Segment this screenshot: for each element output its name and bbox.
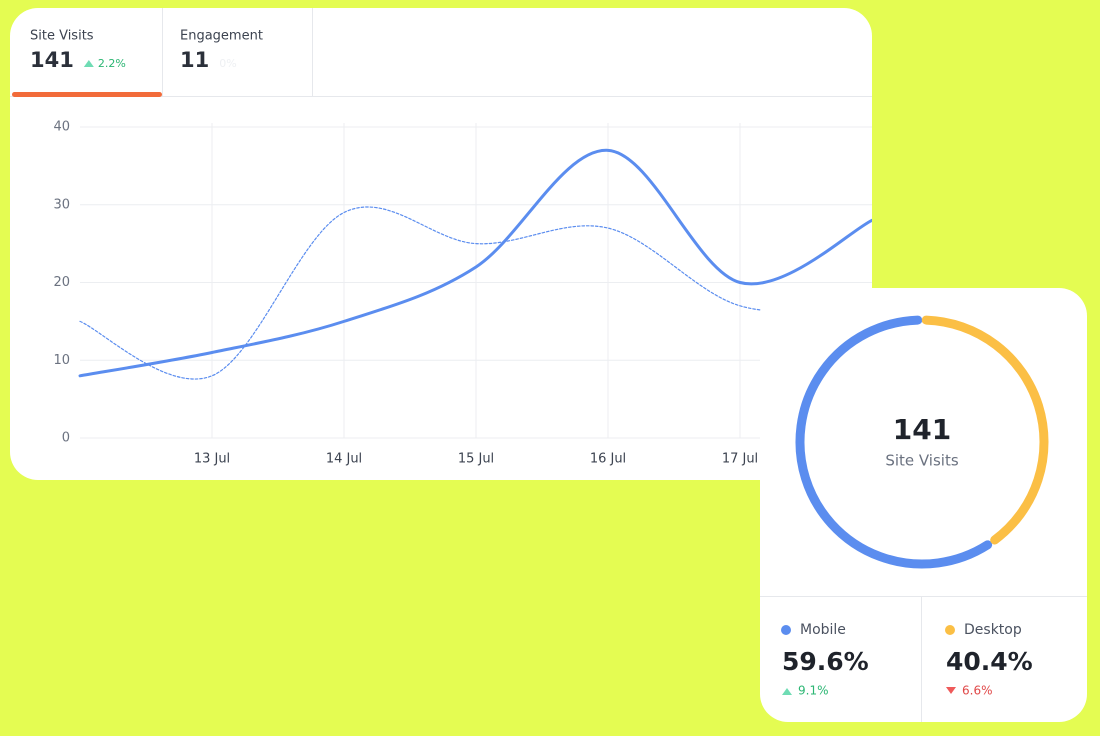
tab-label: Engagement xyxy=(180,29,263,44)
donut-center-label: Site Visits xyxy=(885,452,959,470)
line xyxy=(78,148,872,378)
legend-dot xyxy=(945,625,955,635)
dashed-line xyxy=(79,206,872,380)
donut-center-value: 141 xyxy=(893,413,951,446)
legend-label: Desktop xyxy=(964,622,1022,638)
legend-value: 40.4% xyxy=(946,647,1033,676)
x-tick-label: 13 Jul xyxy=(194,452,230,467)
legend-dot xyxy=(781,625,791,635)
x-tick-label: 15 Jul xyxy=(458,452,494,467)
legend-value: 59.6% xyxy=(782,647,869,676)
x-tick-label: 17 Jul xyxy=(722,452,758,467)
donut-segment xyxy=(921,315,1049,545)
tab-value: 11 xyxy=(180,48,209,72)
line-card-content: Site Visits 141 2.2% Engagement 11 0% 0 10 20 30 4… xyxy=(10,8,872,467)
donut-card-content: 141 Site Visits Mobile 59.6% 9.1% Desktop 40.4… xyxy=(760,315,1087,722)
up-arrow xyxy=(83,60,94,67)
x-tick-label: 14 Jul xyxy=(326,452,362,467)
legend-label: Mobile xyxy=(800,622,846,638)
donut-card xyxy=(760,288,1087,722)
tab-change: 0% xyxy=(219,57,236,70)
down-arrow xyxy=(946,687,956,694)
tab[interactable]: Site Visits 141 2.2% xyxy=(12,29,162,98)
tab-label: Site Visits xyxy=(30,29,94,44)
tab-value: 141 xyxy=(30,48,74,72)
tab[interactable]: Engagement 11 0% xyxy=(180,29,263,73)
up-arrow xyxy=(782,688,792,695)
line-card xyxy=(10,8,872,480)
y-tick-label: 30 xyxy=(53,197,70,212)
y-tick-label: 20 xyxy=(53,275,70,290)
y-tick-label: 40 xyxy=(53,120,70,135)
legend-change: 6.6% xyxy=(962,684,993,698)
y-tick-label: 0 xyxy=(62,431,70,446)
legend-change: 9.1% xyxy=(798,684,829,698)
x-tick-label: 16 Jul xyxy=(590,452,626,467)
active-indicator xyxy=(12,92,162,97)
donut-segment xyxy=(795,315,993,569)
y-tick-label: 10 xyxy=(53,353,70,368)
tab-change: 2.2% xyxy=(98,57,126,70)
